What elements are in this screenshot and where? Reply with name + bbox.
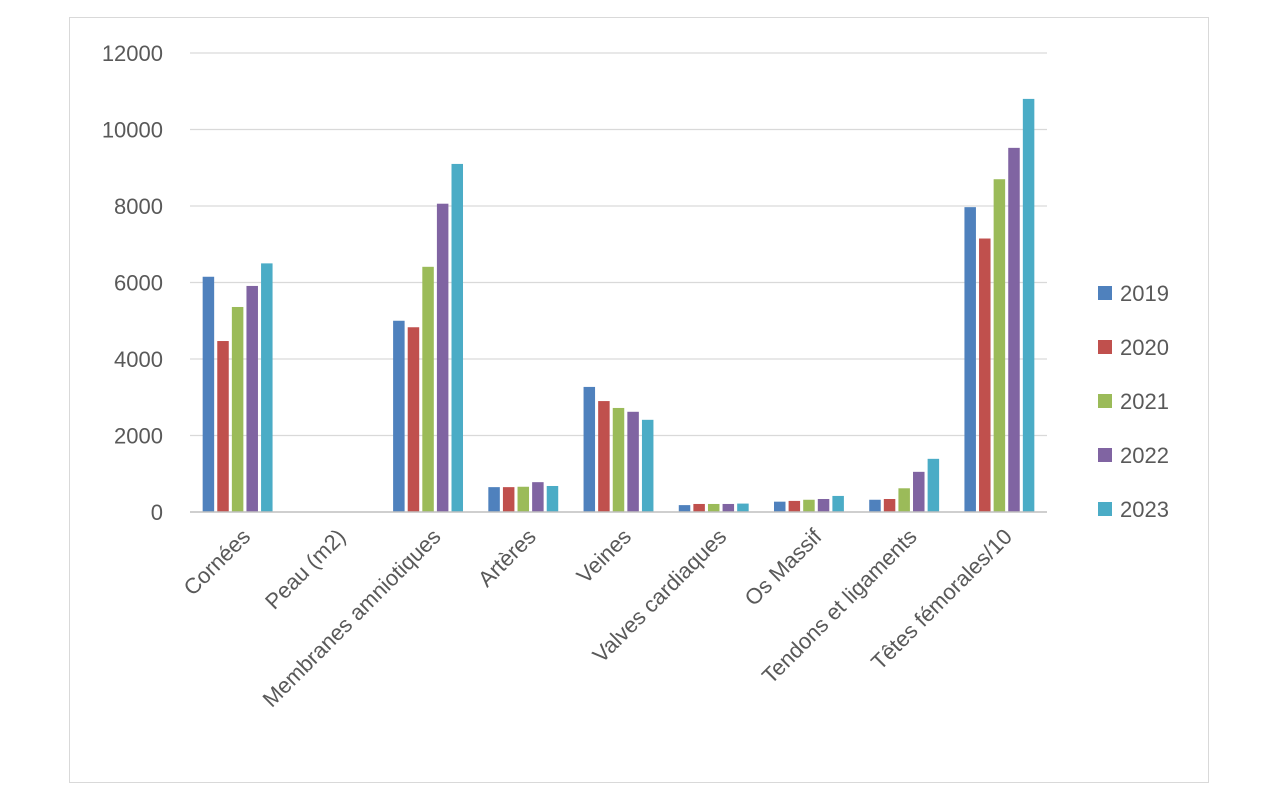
legend-swatch xyxy=(1098,448,1112,462)
bar-2023-7 xyxy=(927,458,940,512)
bar-2020-4 xyxy=(598,401,610,512)
category-label: Tendons et ligaments xyxy=(757,524,922,689)
bar-2023-2 xyxy=(451,163,464,513)
bar-2020-2 xyxy=(407,327,420,512)
category-labels: Cornées Peau (m2)Membranes amniotiques Art… xyxy=(179,523,1017,712)
legend-label: 2019 xyxy=(1120,281,1169,306)
bar-2020-8 xyxy=(979,238,991,512)
bar-2020-7 xyxy=(883,498,896,512)
chart-frame: 0 2000 4000 6000 8000 10000 12000 Cornées Peau … xyxy=(69,17,1209,783)
y-tick-label: 8000 xyxy=(114,194,163,219)
bar-2020-6 xyxy=(788,500,801,512)
y-axis-ticks: 0 2000 4000 6000 8000 10000 12000 xyxy=(102,41,163,525)
y-tick-label: 10000 xyxy=(102,118,163,143)
bar-2020-3 xyxy=(502,487,515,512)
category-label: Os Massif xyxy=(740,523,827,610)
legend-swatch xyxy=(1098,286,1112,300)
bar-2022-6 xyxy=(817,498,830,512)
y-tick-label: 4000 xyxy=(114,347,163,372)
bar-2022-4 xyxy=(627,411,639,512)
legend-label: 2023 xyxy=(1120,497,1169,522)
bars xyxy=(202,98,1035,513)
category-label: Veines xyxy=(572,524,636,588)
bar-2022-0 xyxy=(246,285,258,512)
y-tick-label: 2000 xyxy=(114,424,163,449)
category-label: Cornées xyxy=(179,524,255,600)
bar-2019-7 xyxy=(869,499,881,512)
bar-2019-3 xyxy=(488,487,500,512)
bar-2021-0 xyxy=(231,306,244,512)
category-label: Membranes amniotiques xyxy=(258,524,446,712)
bar-2023-5 xyxy=(737,503,749,512)
bar-2021-4 xyxy=(612,407,625,512)
legend-label: 2022 xyxy=(1120,443,1169,468)
bar-2020-5 xyxy=(693,503,705,512)
bar-2019-2 xyxy=(393,320,405,512)
bar-chart: 0 2000 4000 6000 8000 10000 12000 Cornées Peau … xyxy=(102,41,1169,712)
bar-2019-0 xyxy=(202,276,215,512)
category-label: Peau (m2) xyxy=(260,524,350,614)
category-label: Artères xyxy=(473,524,541,592)
bar-2021-8 xyxy=(993,179,1006,512)
bar-2023-0 xyxy=(261,263,273,512)
legend-swatch xyxy=(1098,340,1112,354)
bar-2022-8 xyxy=(1008,147,1020,513)
bar-2019-5 xyxy=(678,505,691,512)
legend-label: 2020 xyxy=(1120,335,1169,360)
y-tick-label: 6000 xyxy=(114,271,163,296)
bar-2022-7 xyxy=(913,471,925,512)
legend-label: 2021 xyxy=(1120,389,1169,414)
bar-2023-8 xyxy=(1022,98,1035,513)
bar-2023-4 xyxy=(641,419,654,512)
bar-2021-3 xyxy=(517,486,530,512)
bar-2021-5 xyxy=(707,503,720,512)
bar-2021-2 xyxy=(422,266,434,512)
legend-swatch xyxy=(1098,502,1112,516)
bar-2019-8 xyxy=(964,207,976,512)
bar-2023-3 xyxy=(546,485,559,512)
bar-2019-6 xyxy=(773,501,786,512)
bar-2023-6 xyxy=(832,495,844,512)
bar-2021-7 xyxy=(898,488,910,512)
legend: 2019 2020 2021 2022 2023 xyxy=(1098,281,1169,522)
y-tick-label: 12000 xyxy=(102,41,163,66)
bar-2022-5 xyxy=(722,503,735,512)
bar-2022-3 xyxy=(532,482,544,512)
bar-2020-0 xyxy=(217,341,229,512)
gridlines xyxy=(190,52,1047,437)
y-tick-label: 0 xyxy=(151,500,163,525)
legend-swatch xyxy=(1098,394,1112,408)
bar-2019-4 xyxy=(583,386,596,512)
bar-2022-2 xyxy=(436,203,449,512)
bar-2021-6 xyxy=(803,499,815,512)
